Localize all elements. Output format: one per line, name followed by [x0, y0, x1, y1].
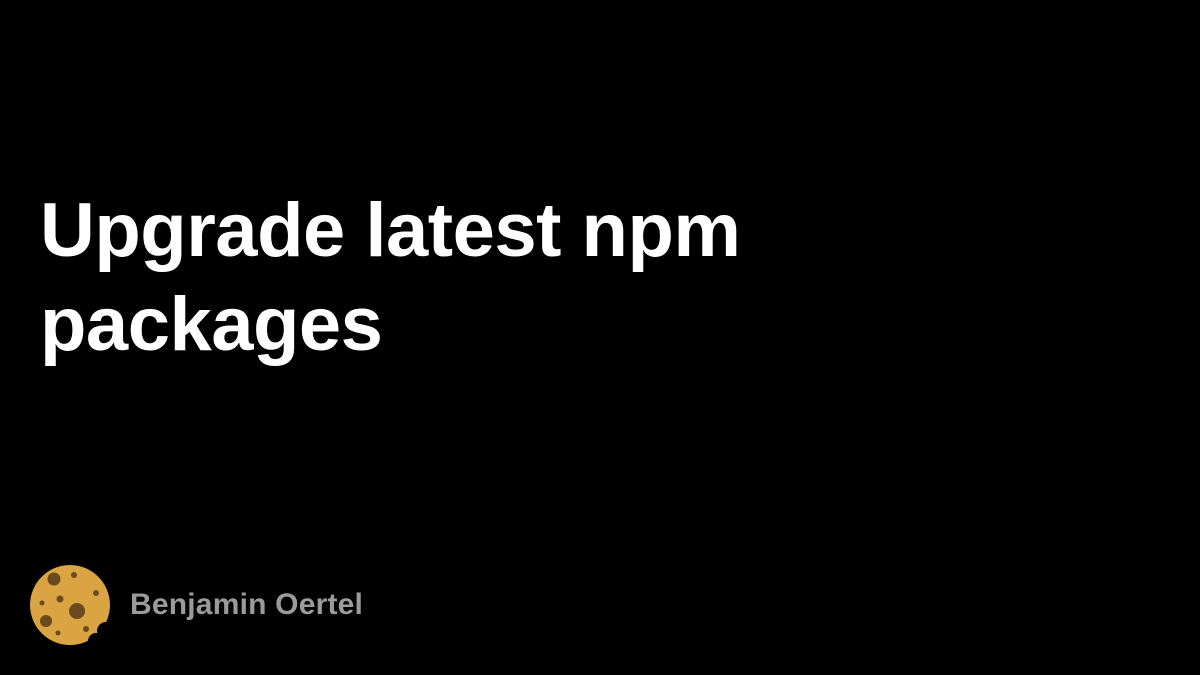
post-title: Upgrade latest npm packages — [40, 188, 741, 367]
author-byline: Benjamin Oertel — [30, 565, 363, 645]
cookie-icon — [30, 565, 110, 645]
author-name: Benjamin Oertel — [130, 588, 364, 621]
